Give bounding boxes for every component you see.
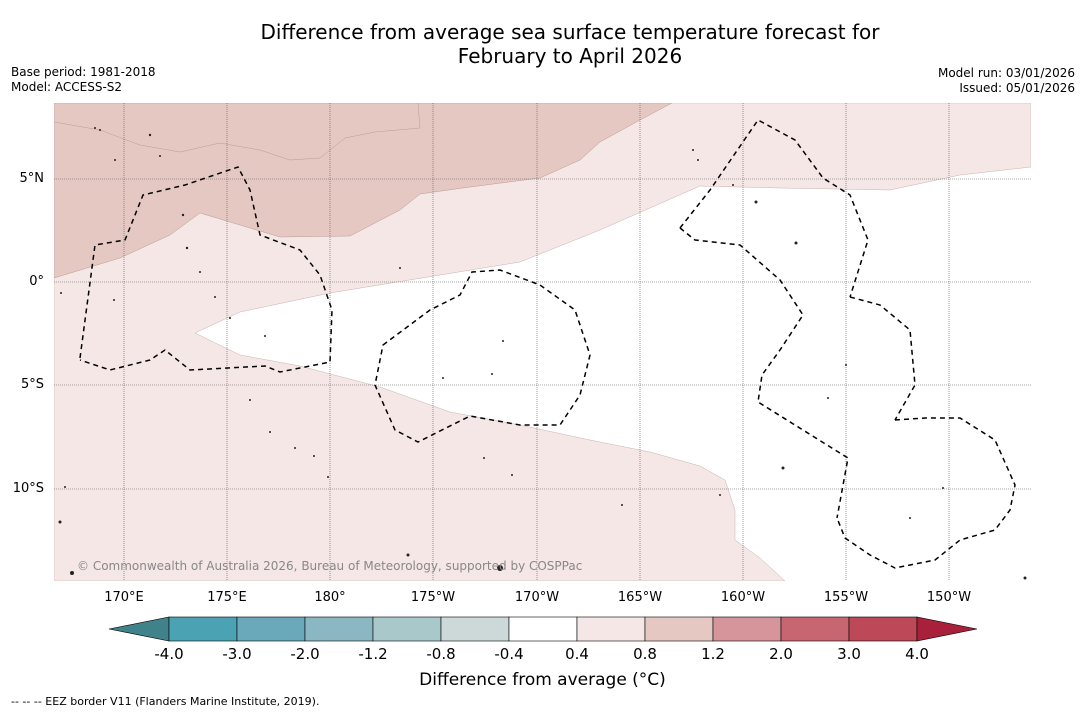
cbar-tick: -3.0 [222,645,252,663]
eez-kiribati-phoenix [374,269,591,443]
colorbar-segment [848,616,918,642]
colorbar-segment [780,616,850,642]
lon-label-165w: 165°W [617,590,663,605]
cbar-tick: -0.8 [426,645,456,663]
eez-borders [79,119,1016,569]
title-line-1: Difference from average sea surface temp… [260,20,880,44]
colorbar-arrow-max [916,616,978,642]
lat-label-0: 0° [29,274,44,289]
model-name: Model: ACCESS-S2 [11,80,123,94]
lon-label-160w: 160°W [720,590,766,605]
lon-label-155w: 155°W [823,590,869,605]
eez-kiribati-line [679,119,869,298]
cbar-tick: -4.0 [154,645,184,663]
anomaly-region-dark-north [54,103,421,161]
lat-label-10s: 10°S [12,481,44,496]
cbar-tick: 3.0 [837,645,861,663]
colorbar [108,616,978,642]
graticule [54,103,1031,581]
cbar-tick: 4.0 [905,645,929,663]
colorbar-label: Difference from average (°C) [419,670,666,690]
meta-left: Base period: 1981-2018 Model: ACCESS-S2 [11,65,156,95]
anomaly-region-dark [54,103,673,279]
issued-date: Issued: 05/01/2026 [959,81,1075,95]
lon-label-170w: 170°W [514,590,560,605]
colorbar-segment [304,616,374,642]
chart-title: Difference from average sea surface temp… [170,20,970,68]
islands [58,127,1027,580]
footnote-eez: -- -- -- EEZ border V11 (Flanders Marine… [11,695,320,708]
cbar-tick: 0.8 [633,645,657,663]
model-run: Model run: 03/01/2026 [937,66,1075,80]
eez-kiribati-gilbert [79,166,333,373]
colorbar-segment [712,616,782,642]
colorbar-segment [372,616,442,642]
eez-french-polynesia [836,417,1016,569]
lon-label-150w: 150°W [926,590,972,605]
lon-label-175w: 175°W [410,590,456,605]
colorbar-segment [168,616,238,642]
colorbar-arrow-min [108,616,170,642]
lon-label-175e: 175°E [207,590,247,605]
cbar-tick: 2.0 [769,645,793,663]
colorbar-segment [440,616,510,642]
colorbar-segment [644,616,714,642]
copyright-notice: © Commonwealth of Australia 2026, Bureau… [77,559,583,573]
lat-label-5n: 5°N [19,171,45,186]
lon-label-180: 180° [314,590,346,605]
cbar-tick: -1.2 [358,645,388,663]
colorbar-segment [236,616,306,642]
cbar-tick: 1.2 [701,645,725,663]
cbar-tick: -2.0 [290,645,320,663]
colorbar-segment [576,616,646,642]
eez-boundary-west [679,227,849,519]
title-line-2: February to April 2026 [457,44,683,68]
lon-label-170e: 170°E [104,590,144,605]
lat-label-5s: 5°S [20,377,44,392]
colorbar-segment [508,616,578,642]
eez-kiribati-line-south [849,296,916,421]
base-period: Base period: 1981-2018 [11,65,156,79]
cbar-tick: 0.4 [565,645,589,663]
meta-right: Model run: 03/01/2026 Issued: 05/01/2026 [938,66,1075,96]
cbar-tick: -0.4 [494,645,524,663]
